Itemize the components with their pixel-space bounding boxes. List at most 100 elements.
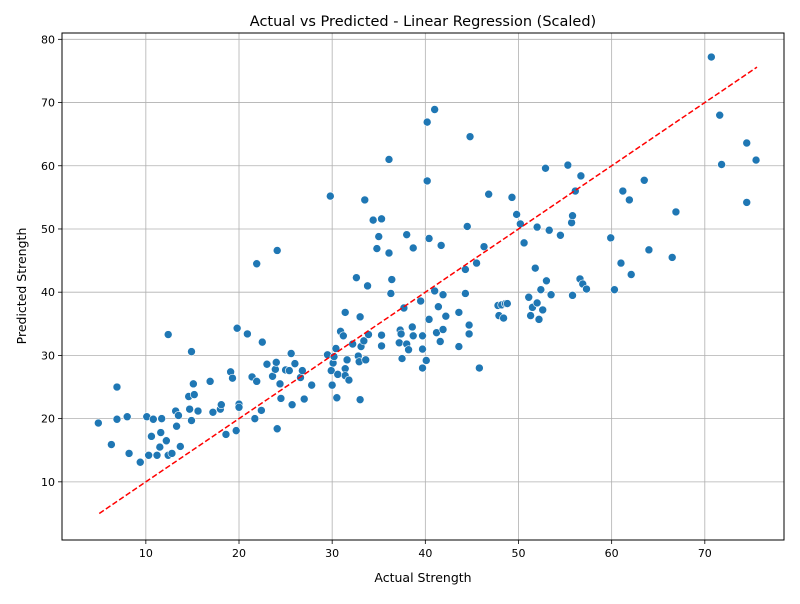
data-point: [524, 292, 534, 302]
data-point: [250, 414, 260, 423]
data-point: [155, 442, 165, 452]
data-point: [333, 370, 343, 379]
data-point: [352, 273, 361, 282]
data-point: [234, 402, 244, 412]
data-point: [519, 238, 529, 248]
data-point: [174, 411, 183, 420]
data-point: [148, 414, 158, 424]
data-point: [464, 320, 474, 330]
data-point: [332, 393, 342, 403]
data-point: [418, 331, 427, 341]
y-tick-label: 70: [41, 97, 55, 110]
data-point: [372, 244, 382, 253]
data-point: [462, 222, 472, 231]
data-point: [576, 171, 586, 181]
data-point: [464, 329, 474, 339]
data-point: [534, 315, 544, 324]
data-point: [361, 355, 371, 365]
data-point: [582, 284, 591, 294]
data-point: [499, 313, 508, 323]
data-point: [112, 382, 122, 392]
data-point: [167, 449, 177, 458]
data-point: [231, 426, 241, 435]
data-point: [394, 338, 404, 348]
data-point: [454, 308, 464, 317]
data-point: [157, 414, 166, 423]
data-point: [541, 163, 550, 173]
data-point: [331, 344, 341, 353]
data-point: [639, 175, 649, 185]
data-point: [94, 418, 103, 428]
data-point: [271, 358, 281, 367]
x-tick-label: 60: [605, 547, 619, 560]
data-point: [717, 160, 726, 169]
data-point: [172, 421, 181, 431]
data-point: [205, 377, 215, 386]
data-point: [364, 330, 373, 339]
data-point: [475, 363, 484, 373]
data-point: [374, 232, 384, 241]
data-point: [252, 377, 262, 386]
data-point: [556, 230, 565, 240]
data-point: [152, 450, 162, 460]
data-point: [507, 193, 517, 202]
data-point: [135, 457, 145, 467]
data-point: [538, 305, 548, 315]
data-point: [396, 329, 406, 339]
data-point: [418, 363, 427, 373]
data-point: [625, 195, 634, 205]
data-point: [252, 259, 262, 269]
data-point: [162, 436, 171, 446]
data-point: [544, 225, 554, 235]
data-point: [436, 241, 446, 250]
data-point: [326, 191, 335, 201]
data-point: [355, 312, 365, 322]
data-point: [187, 416, 196, 425]
data-point: [408, 331, 418, 341]
x-tick-label: 10: [139, 547, 153, 560]
data-point: [402, 230, 411, 239]
data-point: [707, 52, 716, 62]
data-point: [568, 291, 577, 300]
data-point: [751, 155, 761, 165]
data-point: [272, 424, 282, 434]
data-point: [438, 325, 448, 334]
data-point: [479, 242, 489, 251]
x-tick-label: 50: [511, 547, 525, 560]
data-point: [404, 345, 413, 355]
data-point: [185, 404, 194, 414]
data-point: [616, 258, 626, 268]
data-point: [386, 289, 396, 298]
data-point: [667, 253, 677, 262]
data-point: [530, 263, 540, 273]
data-point: [430, 286, 439, 296]
data-point: [217, 400, 226, 410]
data-point: [610, 285, 619, 294]
y-tick-label: 50: [41, 223, 55, 236]
x-tick-label: 20: [232, 547, 246, 560]
data-point: [472, 258, 481, 268]
data-point: [422, 176, 432, 186]
plot-area: [94, 52, 761, 515]
data-point: [407, 322, 417, 332]
data-point: [189, 379, 198, 389]
data-point: [526, 311, 535, 320]
data-point: [156, 428, 166, 437]
data-point: [384, 248, 394, 258]
data-point: [512, 210, 521, 219]
data-point: [340, 308, 350, 317]
data-point: [542, 276, 551, 286]
data-point: [618, 186, 628, 196]
data-point: [454, 342, 464, 351]
data-point: [193, 406, 203, 416]
data-point: [532, 222, 542, 232]
data-point: [262, 359, 272, 369]
data-point: [257, 337, 267, 347]
data-point: [287, 400, 297, 410]
data-point: [307, 380, 316, 390]
data-point: [606, 233, 616, 243]
data-point: [377, 214, 386, 224]
data-point: [546, 290, 556, 300]
data-point: [232, 323, 242, 333]
